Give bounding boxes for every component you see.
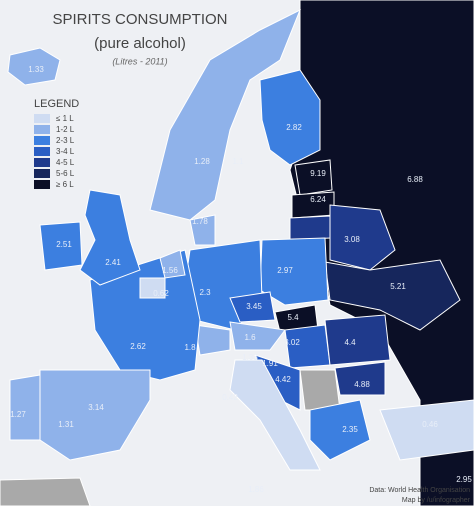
region-value: 1.78 [192, 217, 208, 226]
legend-label: ≤ 1 L [56, 114, 74, 123]
region-value: 6.88 [407, 175, 423, 184]
note: (Litres - 2011) [112, 56, 167, 66]
region-value: 1.31 [58, 420, 74, 429]
region-value: 4.42 [275, 375, 291, 384]
region-value: 1.27 [10, 410, 26, 419]
region-value: 2.41 [105, 258, 121, 267]
title: SPIRITS CONSUMPTION [52, 11, 227, 28]
region-value: 3.14 [88, 403, 104, 412]
region-value: 2.35 [342, 425, 358, 434]
region-value: 2.95 [456, 475, 472, 484]
region-labels: 1.33 2.82 1.28 1.1 6.88 9.19 6.24 1.78 2.51 2.41 1… [10, 65, 472, 494]
legend-label: 1-2 L [56, 125, 75, 134]
legend-swatch [34, 136, 50, 145]
legend: ≤ 1 L 1-2 L 2-3 L 3-4 L 4-5 L 5-6 L ≥ 6 L [34, 114, 75, 189]
region-value: 4.88 [354, 380, 370, 389]
region-value: 1.33 [28, 65, 44, 74]
region-value: 1.8 [184, 343, 196, 352]
region-value: 1.6 [244, 333, 256, 342]
region-value: 1.1 [232, 157, 244, 166]
legend-swatch [34, 147, 50, 156]
legend-swatch [34, 114, 50, 123]
region-value: 6.24 [310, 195, 326, 204]
region-value: 2.97 [277, 266, 293, 275]
legend-swatch [34, 158, 50, 167]
legend-label: ≥ 6 L [56, 180, 74, 189]
region-value: 0.42 [222, 393, 238, 402]
legend-label: 2-3 L [56, 136, 75, 145]
legend-swatch [34, 125, 50, 134]
legend-swatch [34, 180, 50, 189]
region-value: 9.19 [310, 169, 326, 178]
region-value: 2.3 [199, 288, 211, 297]
legend-swatch [34, 169, 50, 178]
region-value: 1.86 [248, 485, 264, 494]
region-value: 3.08 [344, 235, 360, 244]
region-value: 5.4 [287, 313, 299, 322]
source: Data: World Health Organisation [369, 487, 470, 494]
legend-label: 4-5 L [56, 158, 75, 167]
subtitle: (pure alcohol) [94, 35, 186, 52]
region-value: 1.28 [194, 157, 210, 166]
region-value: 1.91 [262, 359, 278, 368]
region-value: 0.62 [153, 289, 169, 298]
region-value: 4.4 [344, 338, 356, 347]
region-value: 2.62 [130, 342, 146, 351]
legend-label: 5-6 L [56, 169, 75, 178]
credit: Map by /u/infographer [402, 497, 471, 504]
region-value: 1.56 [162, 266, 178, 275]
region-value: 3.02 [284, 338, 300, 347]
region-value: 2.51 [56, 240, 72, 249]
region-value: 2.82 [286, 123, 302, 132]
region-value: 3.45 [246, 302, 262, 311]
legend-title: LEGEND [34, 98, 79, 110]
region-value: 0.46 [422, 420, 438, 429]
region-value: 5.21 [390, 282, 406, 291]
region-value: 1.33 [242, 353, 258, 362]
legend-label: 3-4 L [56, 147, 75, 156]
